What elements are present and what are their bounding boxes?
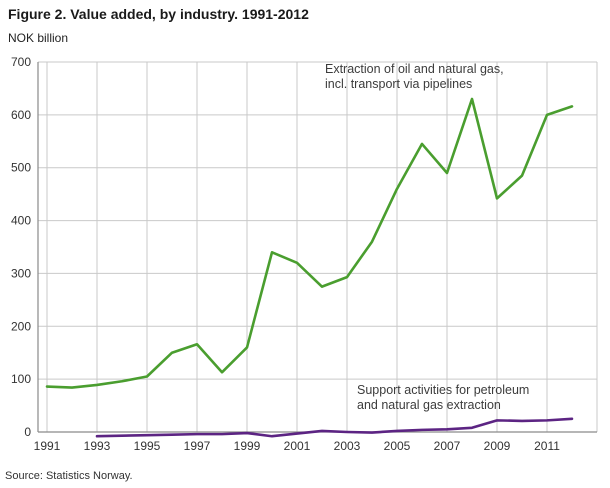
series-line-1 [95,417,574,438]
y-tick-label: 400 [11,214,31,228]
x-tick-label: 1999 [234,439,261,453]
x-tick-label: 2003 [334,439,361,453]
series-annotation-1: Support activities for petroleum [357,383,529,397]
y-tick-label: 200 [11,319,31,333]
y-tick-label: 600 [11,108,31,122]
x-tick-label: 2011 [534,439,560,453]
y-tick-label: 700 [11,55,31,69]
y-tick-label: 100 [11,372,31,386]
source-note: Source: Statistics Norway. [5,470,133,482]
x-tick-label: 1993 [84,439,111,453]
x-tick-label: 2007 [434,439,461,453]
x-tick-label: 2005 [384,439,411,453]
x-tick-label: 1991 [34,439,61,453]
y-axis-unit-label: NOK billion [8,31,69,45]
x-tick-label: 1995 [134,439,161,453]
series-annotation-0: incl. transport via pipelines [325,77,472,91]
y-tick-label: 0 [24,425,31,439]
chart-title: Figure 2. Value added, by industry. 1991… [8,6,309,22]
y-tick-label: 500 [11,161,31,175]
series-annotation-1: and natural gas extraction [357,398,501,412]
x-tick-label: 2009 [484,439,511,453]
x-tick-label: 2001 [284,439,311,453]
y-tick-label: 300 [11,266,31,280]
series-line-0 [45,97,574,389]
series-annotation-0: Extraction of oil and natural gas, [325,62,504,76]
x-tick-label: 1997 [184,439,211,453]
